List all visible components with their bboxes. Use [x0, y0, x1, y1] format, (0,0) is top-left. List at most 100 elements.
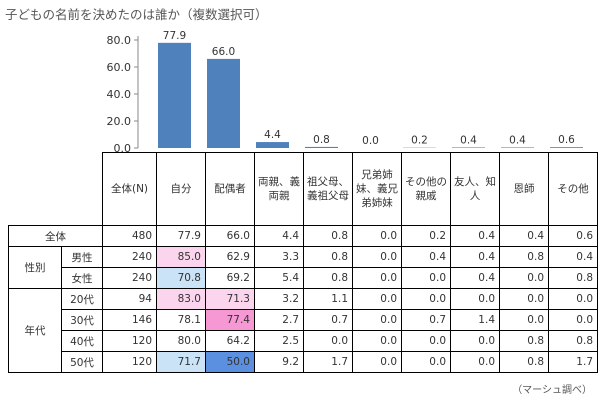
table-cell: 0.8	[548, 330, 598, 352]
table-cell: 0.0	[352, 267, 402, 289]
data-table: 全体(N) 自分 配偶者 両親、義両親 祖父母、義祖父母 兄弟姉妹、義兄弟姉妹 …	[8, 152, 598, 373]
table-cell: 0.0	[450, 351, 500, 373]
bar-value-label: 0.4	[509, 134, 526, 146]
table-cell-highlight: 77.4	[205, 309, 255, 331]
bar	[207, 58, 240, 148]
bar	[452, 147, 485, 148]
bar-value-label: 66.0	[212, 46, 235, 58]
header-siblings: 兄弟姉妹、義兄弟姉妹	[352, 152, 402, 226]
table-cell: 0.0	[352, 351, 402, 373]
table-cell: 0.4	[548, 246, 598, 268]
table-cell-highlight: 70.8	[156, 267, 206, 289]
row-label-30s: 30代	[61, 309, 103, 331]
table-cell: 1.1	[303, 288, 353, 310]
bar	[256, 142, 289, 148]
table-cell: 0.8	[499, 330, 549, 352]
group-label-age: 年代	[8, 288, 62, 373]
header-grandparents: 祖父母、義祖父母	[303, 152, 353, 226]
table-cell: 146	[102, 309, 157, 331]
bar	[501, 147, 534, 148]
header-spouse: 配偶者	[205, 152, 255, 226]
y-tick-label: 60.0	[107, 61, 132, 74]
table-cell: 2.5	[254, 330, 304, 352]
table-cell: 0.0	[352, 309, 402, 331]
bar	[305, 146, 338, 148]
table-cell: 120	[102, 330, 157, 352]
table-cell: 0.2	[401, 225, 451, 247]
row-label-20s: 20代	[61, 288, 103, 310]
table-cell: 0.0	[499, 267, 549, 289]
table-cell: 0.0	[352, 225, 402, 247]
header-teacher: 恩師	[499, 152, 549, 226]
table-cell: 0.0	[548, 288, 598, 310]
table-cell: 0.0	[499, 288, 549, 310]
table-cell: 69.2	[205, 267, 255, 289]
table-cell: 0.0	[401, 267, 451, 289]
table-cell: 0.0	[401, 330, 451, 352]
table-cell: 0.7	[303, 309, 353, 331]
source-note: （マーシュ調べ）	[512, 385, 592, 396]
y-tick-label: 80.0	[107, 34, 132, 47]
header-other: その他	[548, 152, 598, 226]
table-cell: 78.1	[156, 309, 206, 331]
bar-chart: 0.0 20.0 40.0 60.0 80.0 77.9 66.0 4.4 0.8 0.0 0.2 0…	[107, 30, 583, 152]
row-label-50s: 50代	[61, 351, 103, 373]
bar	[158, 42, 191, 148]
table-corner	[8, 152, 103, 226]
table-cell-highlight: 83.0	[156, 288, 206, 310]
table-cell: 4.4	[254, 225, 304, 247]
table-cell: 5.4	[254, 267, 304, 289]
table-cell: 0.6	[548, 225, 598, 247]
header-friends: 友人、知人	[450, 152, 500, 226]
table-cell: 0.4	[450, 267, 500, 289]
table-cell: 2.7	[254, 309, 304, 331]
table-cell-highlight: 85.0	[156, 246, 206, 268]
table-cell: 0.8	[499, 351, 549, 373]
bar-value-label: 0.4	[460, 134, 477, 146]
header-n: 全体(N)	[102, 152, 157, 226]
table-cell: 1.7	[548, 351, 598, 373]
bar-value-label: 0.0	[362, 135, 379, 147]
table-row-male: 性別 男性 240 85.0 62.9 3.3 0.8 0.0 0.4 0.4 …	[8, 246, 598, 289]
table-cell: 0.0	[499, 309, 549, 331]
table-cell: 0.0	[450, 330, 500, 352]
table-cell: 240	[102, 246, 157, 268]
table-cell: 3.2	[254, 288, 304, 310]
table-cell: 80.0	[156, 330, 206, 352]
table-cell: 0.0	[352, 330, 402, 352]
chart-title: 子どもの名前を決めたのは誰か（複数選択可）	[5, 7, 268, 22]
table-cell: 3.3	[254, 246, 304, 268]
y-tick-label: 0.0	[114, 142, 132, 152]
table-cell: 0.4	[499, 225, 549, 247]
header-parents: 両親、義両親	[254, 152, 304, 226]
y-tick-label: 20.0	[107, 115, 132, 128]
table-cell: 0.0	[352, 246, 402, 268]
table-cell: 0.8	[303, 225, 353, 247]
table-cell-highlight: 50.0	[205, 351, 255, 373]
table-cell: 0.0	[450, 288, 500, 310]
table-cell: 0.0	[303, 330, 353, 352]
table-cell: 1.7	[303, 351, 353, 373]
table-cell: 62.9	[205, 246, 255, 268]
table-cell: 120	[102, 351, 157, 373]
table-cell: 0.0	[401, 288, 451, 310]
table-cell: 0.4	[450, 246, 500, 268]
table-cell: 0.8	[499, 246, 549, 268]
row-label-total: 全体	[8, 225, 103, 247]
table-cell: 0.8	[548, 267, 598, 289]
table-row-40s: 40代 120 80.0 64.2 2.5 0.0 0.0 0.0 0.0 0.…	[9, 330, 598, 352]
table-cell: 0.7	[401, 309, 451, 331]
header-other-relatives: その他の親戚	[401, 152, 451, 226]
table-row-20s: 年代 20代 94 83.0 71.3 3.2 1.1 0.0 0.0 0.0 …	[8, 288, 598, 373]
table-cell: 0.4	[450, 225, 500, 247]
bar-value-label: 4.4	[264, 129, 281, 141]
row-label-40s: 40代	[61, 330, 103, 352]
table-row-female: 女性 240 70.8 69.2 5.4 0.8 0.0 0.0 0.4 0.0…	[9, 267, 598, 289]
table-header-row: 全体(N) 自分 配偶者 両親、義両親 祖父母、義祖父母 兄弟姉妹、義兄弟姉妹 …	[8, 152, 598, 226]
bar	[550, 147, 583, 148]
group-label-gender: 性別	[8, 246, 62, 289]
table-cell: 77.9	[156, 225, 206, 247]
y-tick-label: 40.0	[107, 88, 132, 101]
table-cell-highlight: 71.3	[205, 288, 255, 310]
row-label-female: 女性	[61, 267, 103, 289]
